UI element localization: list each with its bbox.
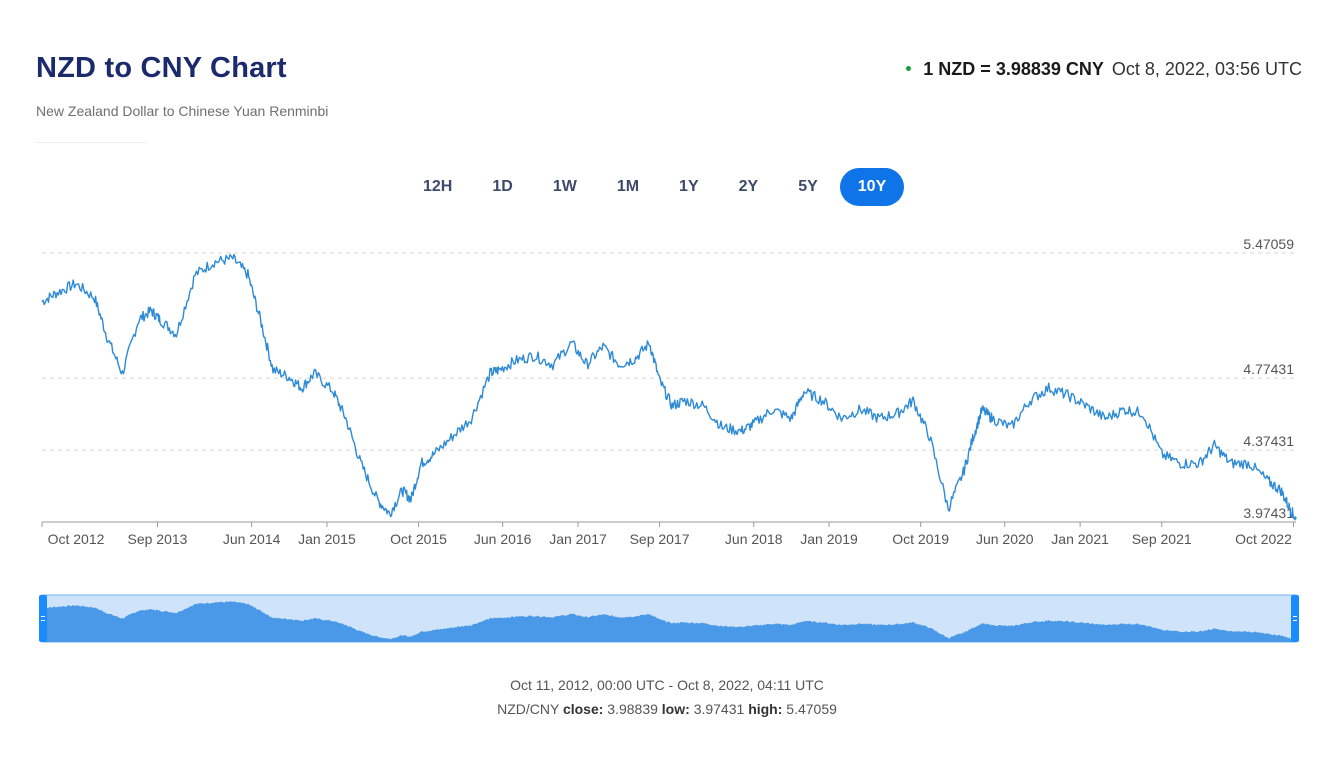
x-tick-label: Jun 2020 <box>976 531 1034 547</box>
price-line <box>41 253 1297 521</box>
range-button-5y[interactable]: 5Y <box>798 178 818 195</box>
header-divider <box>36 142 146 143</box>
range-button-1d[interactable]: 1D <box>492 178 513 195</box>
rate-value: 1 NZD = 3.98839 CNY <box>923 59 1104 79</box>
x-tick-label: Oct 2022 <box>1235 531 1292 547</box>
high-value: 5.47059 <box>786 701 837 717</box>
pair-label: NZD/CNY <box>497 701 560 717</box>
y-tick-label: 5.47059 <box>1243 236 1294 252</box>
range-button-1m[interactable]: 1M <box>616 178 640 195</box>
x-tick-label: Jun 2016 <box>474 531 532 547</box>
range-button-10y[interactable]: 10Y <box>839 168 905 206</box>
y-tick-label: 3.97431 <box>1243 505 1294 521</box>
x-tick-label: Jun 2018 <box>725 531 783 547</box>
x-tick-label: Sep 2021 <box>1132 531 1192 547</box>
y-tick-label: 4.77431 <box>1243 361 1294 377</box>
page-subtitle: New Zealand Dollar to Chinese Yuan Renmi… <box>36 103 329 119</box>
x-tick-label: Jan 2017 <box>549 531 607 547</box>
x-tick-label: Oct 2015 <box>390 531 447 547</box>
range-selector: 12H 1D 1W 1M 1Y 2Y 5Y 10Y <box>403 168 906 206</box>
page-title: NZD to CNY Chart <box>36 52 287 84</box>
y-tick-label: 4.37431 <box>1243 433 1294 449</box>
navigator-area <box>42 601 1296 642</box>
navigator-right-handle[interactable] <box>1291 595 1299 642</box>
live-status-dot-icon <box>906 65 912 71</box>
current-rate: 1 NZD = 3.98839 CNY Oct 8, 2022, 03:56 UT… <box>906 59 1302 80</box>
range-button-1w[interactable]: 1W <box>552 178 577 195</box>
close-label: close: <box>562 701 604 717</box>
x-tick-label: Jan 2019 <box>800 531 858 547</box>
high-label: high: <box>748 701 783 717</box>
rate-timestamp: Oct 8, 2022, 03:56 UTC <box>1111 59 1302 79</box>
x-tick-label: Jan 2021 <box>1051 531 1109 547</box>
range-button-2y[interactable]: 2Y <box>738 178 759 195</box>
x-tick-label: Sep 2013 <box>128 531 188 547</box>
x-tick-label: Oct 2019 <box>892 531 949 547</box>
range-button-12h[interactable]: 12H <box>423 178 453 195</box>
x-tick-label: Jun 2014 <box>223 531 281 547</box>
range-button-1y[interactable]: 1Y <box>679 178 699 195</box>
summary-stats: NZD/CNY close: 3.98839 low: 3.97431 high… <box>0 701 1334 717</box>
low-value: 3.97431 <box>693 701 745 717</box>
navigator-left-handle[interactable] <box>39 595 47 642</box>
x-tick-label: Jan 2015 <box>298 531 356 547</box>
low-label: low: <box>661 701 690 717</box>
date-range-text: Oct 11, 2012, 00:00 UTC - Oct 8, 2022, 0… <box>510 677 824 693</box>
close-value: 3.98839 <box>607 701 658 717</box>
x-tick-label: Sep 2017 <box>630 531 690 547</box>
x-tick-label: Oct 2012 <box>48 531 105 547</box>
